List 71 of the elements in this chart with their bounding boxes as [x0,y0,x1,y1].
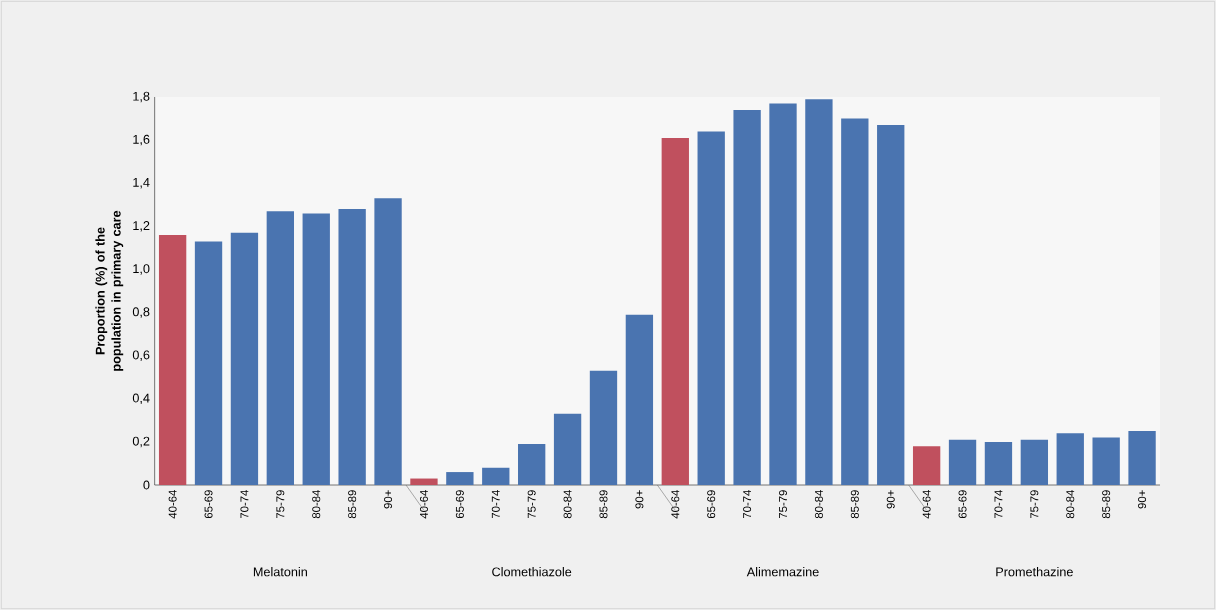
bar [1056,433,1084,485]
bar [338,209,366,485]
x-tick-label: 40-64 [922,490,931,519]
bar [948,439,977,485]
bar [1020,439,1049,485]
x-tick-label: 80-84 [312,490,321,519]
bar [1128,431,1156,485]
y-tick-label: 0,2 [132,436,150,448]
bar [518,444,546,485]
x-tick-label: 90+ [1138,490,1147,509]
bar [194,241,223,485]
bar [1092,437,1120,485]
x-tick-label: 70-74 [743,490,752,519]
x-tick-label: 40-64 [671,490,680,519]
x-tick-label: 90+ [886,490,895,509]
x-tick-label: 40-64 [168,490,177,519]
bar [769,103,797,485]
y-tick-label: 1,2 [133,221,150,232]
x-tick-label: 75-79 [779,490,788,519]
bar [589,370,618,485]
bar [230,232,259,485]
x-tick-label: 70-74 [994,490,1003,519]
y-tick-label: 1,6 [133,134,150,146]
bar [410,478,438,485]
x-tick-label: 40-64 [419,490,428,519]
x-tick-label: 75-79 [1030,490,1039,519]
y-tick-label: 1,4 [133,178,150,189]
bar [553,413,582,485]
x-tick-label: 65-69 [455,490,464,519]
bar [984,441,1013,485]
text: Melatonin [253,567,307,577]
x-tick-label: 75-79 [527,490,536,519]
y-tick-label: 1,0 [133,264,150,275]
text: Promethazine [996,567,1073,577]
x-tick-label: 80-84 [563,490,572,519]
bar [661,137,689,485]
text: Alimemazine [746,567,819,577]
bar [877,125,905,485]
bar [733,109,761,485]
bar [374,198,402,485]
x-tick-label: 70-74 [240,490,249,519]
x-tick-label: 85-89 [1102,490,1111,519]
x-tick-label: 80-84 [1066,490,1075,519]
bar [805,99,833,485]
text: Clomethiazole [492,567,572,577]
bar [482,467,510,485]
bar [697,131,725,485]
bar [158,234,187,485]
y-tick-label: 0,4 [132,393,150,405]
bar [302,213,330,485]
y-axis-title: Proportion (%) of the population in primary care [95,210,124,371]
x-tick-label: 85-89 [850,490,859,519]
y-tick-label: 0,8 [132,307,150,318]
x-tick-label: 65-69 [204,490,213,519]
bar [446,472,474,485]
x-tick-label: 65-69 [958,490,967,519]
bar [266,211,295,485]
x-tick-label: 70-74 [491,490,500,519]
x-tick-label: 90+ [384,490,393,509]
y-tick-label: 1,8 [133,91,150,103]
bar [841,118,869,485]
bar [912,446,941,485]
x-tick-label: 85-89 [348,490,357,519]
x-tick-label: 65-69 [707,490,716,519]
x-tick-label: 90+ [635,490,644,509]
x-tick-label: 80-84 [814,490,823,519]
x-tick-label: 75-79 [276,490,285,519]
y-tick-label: 0 [143,480,150,490]
bar [625,314,654,485]
y-tick-label: 0,6 [132,350,150,361]
x-tick-label: 85-89 [599,490,608,519]
